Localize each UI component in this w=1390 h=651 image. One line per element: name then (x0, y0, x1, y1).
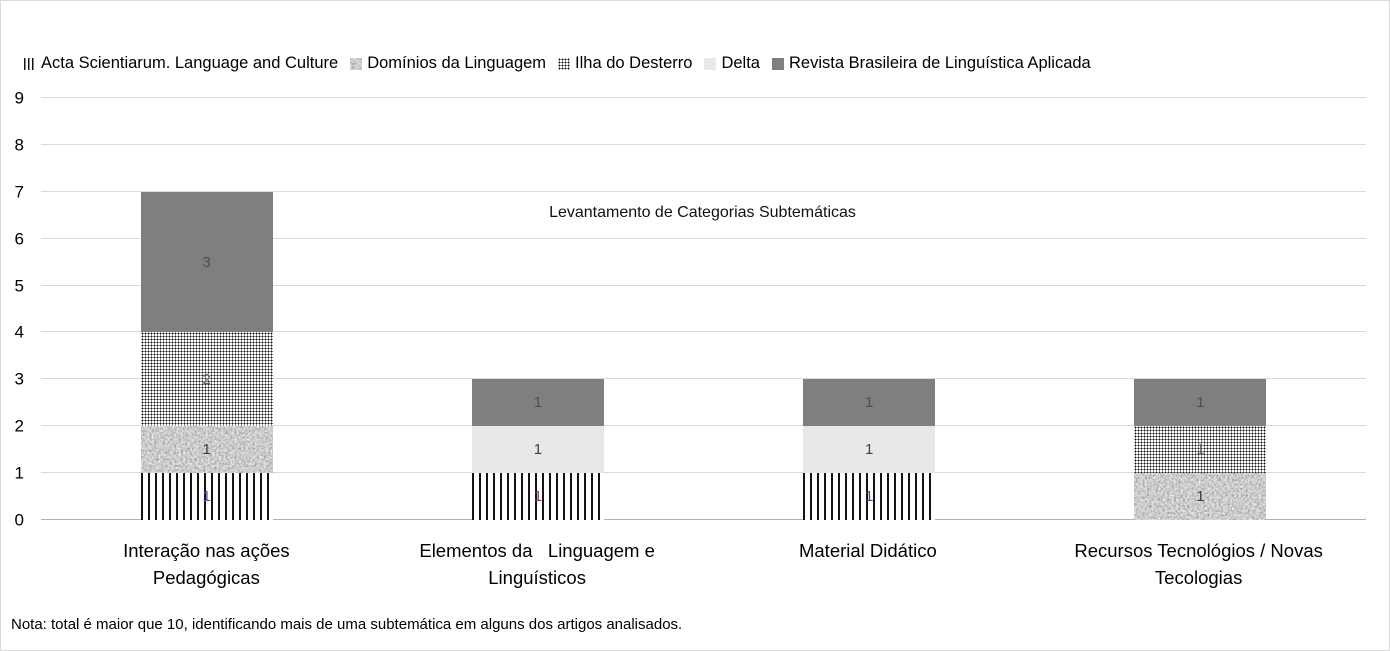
bar-segment: 1 (1134, 426, 1267, 474)
x-category-label: Recursos Tecnológios / Novas Tecologias (1074, 540, 1323, 588)
legend-vertical-stripes-swatch-icon (24, 57, 36, 70)
legend-item: Domínios da Linguagem (350, 54, 546, 73)
bar-segment: 1 (1134, 379, 1267, 427)
y-tick-label: 2 (14, 416, 24, 436)
plot-area: 0 1 2 3 4 5 6 7 8 9 1 1 2 3 1 1 1 1 1 1 1 1 1 (15, 90, 1366, 529)
gridline (41, 97, 1366, 98)
bar-segment-label: 1 (864, 441, 874, 459)
gridline (41, 425, 1366, 427)
bar-segment: 1 (471, 426, 604, 474)
x-category-label: Interação nas ações Pedagógicas (123, 540, 290, 588)
bar-segment-label: 1 (1196, 488, 1205, 506)
y-tick-label: 1 (14, 463, 24, 483)
legend-label: Acta Scientiarum. Language and Culture (41, 54, 339, 72)
legend-solid-swatch-icon (704, 57, 717, 70)
bar-segment-label: 1 (864, 488, 874, 506)
bar: 1 1 1 (471, 379, 604, 520)
y-tick-label: 8 (14, 135, 24, 155)
bar-segment: 1 (803, 426, 936, 474)
bar-segment: 1 (803, 473, 936, 520)
gridline (41, 284, 1366, 286)
y-tick-label: 7 (14, 182, 24, 202)
y-tick-label: 0 (14, 510, 24, 530)
legend-label: Revista Brasileira de Linguística Aplica… (788, 54, 1091, 72)
x-axis-labels: Interação nas ações Pedagógicas Elementos… (41, 537, 1364, 599)
legend-label: Domínios da Linguagem (367, 54, 547, 72)
bar-segment-label: 1 (1196, 394, 1205, 412)
bar: 1 1 1 (1134, 379, 1267, 520)
bar-segment-label: 1 (533, 441, 543, 459)
bar-segment: 3 (140, 191, 273, 333)
bar-segment-label: 1 (1196, 441, 1205, 459)
y-tick-label: 4 (14, 322, 24, 342)
bar-segment-label: 1 (533, 488, 543, 506)
bar-segment: 1 (140, 473, 273, 520)
x-axis-line (41, 519, 1366, 520)
bar-segment: 1 (140, 426, 273, 474)
gridline (41, 190, 1366, 192)
legend-solid-swatch-icon (771, 57, 784, 70)
x-category-label: Elementos da Linguagem e Linguísticos (419, 540, 655, 588)
bar-segment-label: 3 (202, 253, 211, 271)
legend-item: Revista Brasileira de Linguística Aplica… (771, 54, 1091, 73)
legend-noise-swatch-icon (350, 57, 363, 70)
bar: 1 1 1 (803, 379, 936, 520)
legend-label: Delta (721, 54, 760, 72)
legend-label: Ilha do Desterro (575, 54, 693, 72)
bar: 1 1 2 3 (140, 191, 273, 520)
bar-segment: 1 (1134, 473, 1267, 520)
legend-item: Acta Scientiarum. Language and Culture (24, 54, 338, 73)
footnote: Nota: total é maior que 10, identificand… (11, 616, 683, 633)
gridline (41, 143, 1366, 145)
bar-segment-label: 1 (533, 394, 543, 412)
legend: Acta Scientiarum. Language and Culture Do… (24, 54, 1385, 73)
gridline (41, 378, 1366, 380)
y-tick-label: 6 (14, 229, 24, 249)
bar-segment-label: 1 (202, 488, 211, 506)
bar-segment: 1 (471, 473, 604, 520)
y-tick-label: 9 (14, 88, 24, 108)
y-tick-label: 3 (14, 369, 24, 389)
x-category-label: Material Didático (798, 540, 937, 561)
bar-segment: 2 (140, 332, 273, 427)
bar-segment: 1 (471, 379, 604, 427)
gridline (41, 331, 1366, 333)
bar-segment-label: 1 (864, 394, 874, 412)
legend-item: Delta (704, 54, 760, 73)
gridline (41, 237, 1366, 239)
y-tick-label: 5 (14, 276, 24, 296)
gridline (41, 472, 1366, 474)
bar-segment-label: 2 (202, 370, 211, 388)
chart-title: Levantamento de Categorias Subtemáticas (549, 204, 856, 221)
legend-item: Ilha do Desterro (558, 54, 692, 73)
bar-segment-label: 1 (202, 441, 211, 459)
bar-segment: 1 (803, 379, 936, 427)
legend-dots-swatch-icon (558, 57, 571, 70)
